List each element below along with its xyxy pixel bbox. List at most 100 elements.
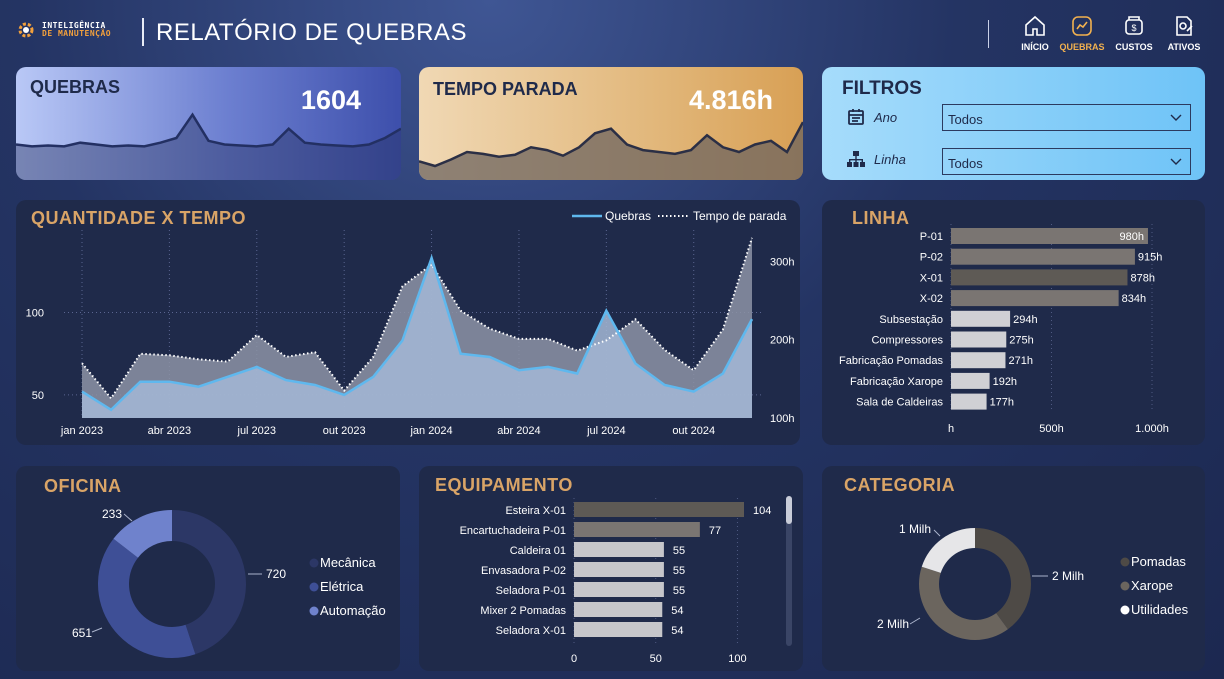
categoria-legend-label: Utilidades xyxy=(1131,602,1189,617)
equipamento-bar xyxy=(574,582,664,597)
oficina-legend-label: Mecânica xyxy=(320,555,376,570)
oficina-slice xyxy=(172,510,247,655)
nav-ativos[interactable]: ATIVOS xyxy=(1160,14,1208,52)
equipamento-value-label: 54 xyxy=(671,625,683,637)
linha-value-label: 177h xyxy=(990,397,1014,409)
linha-value-label: 915h xyxy=(1138,252,1162,264)
linha-bar xyxy=(951,269,1128,286)
gear-logo-icon xyxy=(18,22,34,38)
oficina-legend-label: Elétrica xyxy=(320,579,364,594)
equipamento-bar xyxy=(574,562,664,577)
legend-tempo-label: Tempo de parada xyxy=(693,209,787,223)
categoria-card: CATEGORIA 2 Milh 2 Milh 1 Milh Pomadas Xarop… xyxy=(822,466,1205,671)
linha-category-label: Fabricação Xarope xyxy=(850,376,943,388)
nav-inicio[interactable]: INÍCIO xyxy=(1011,14,1059,52)
oficina-title: OFICINA xyxy=(44,476,122,496)
sparkline-area xyxy=(419,122,803,180)
trend-chart-icon xyxy=(1072,16,1092,36)
kpi-tempo-sparkline xyxy=(419,121,803,180)
logo-line1: INTELIGÊNCIA xyxy=(42,21,106,30)
oficina-card: OFICINA 720 651 233 Mecânica Elétrica Automaç… xyxy=(16,466,400,671)
oficina-leader xyxy=(123,513,133,522)
linha-value-label: 271h xyxy=(1008,355,1032,367)
quebras-area xyxy=(82,258,752,418)
page-title: RELATÓRIO DE QUEBRAS xyxy=(156,19,467,46)
chevron-down-icon xyxy=(1170,114,1182,121)
equipamento-title: EQUIPAMENTO xyxy=(435,475,573,495)
equipamento-card: EQUIPAMENTO Esteira X-01 104 Encartuchadei… xyxy=(419,466,803,671)
filter-linha-select[interactable]: Todos xyxy=(942,148,1191,175)
x-tick-label: abr 2023 xyxy=(148,425,191,437)
linha-value-label: 192h xyxy=(993,376,1017,388)
equipamento-bar xyxy=(574,522,700,537)
x-tick-label: 50 xyxy=(650,653,662,665)
y-right-tick-label: 200h xyxy=(770,335,794,347)
nav-custos[interactable]: $ CUSTOS xyxy=(1110,14,1158,52)
nav-inicio-label: INÍCIO xyxy=(1021,42,1049,52)
linha-category-label: Fabricação Pomadas xyxy=(839,355,943,367)
equipamento-chart: Esteira X-01 104 Encartuchadeira P-01 77 Cal… xyxy=(460,496,792,665)
quantidade-tempo-title: QUANTIDADE X TEMPO xyxy=(31,208,247,228)
oficina-leader xyxy=(91,627,103,633)
filter-ano-select[interactable]: Todos xyxy=(942,104,1191,131)
equipamento-category-label: Encartuchadeira P-01 xyxy=(460,525,566,537)
filter-linha-label: Linha xyxy=(846,149,906,169)
linha-bar xyxy=(951,352,1006,369)
categoria-value-label: 1 Milh xyxy=(899,522,931,536)
y-right-tick-label: 100h xyxy=(770,413,794,425)
nav-quebras[interactable]: QUEBRAS xyxy=(1058,14,1106,52)
oficina-value-label: 651 xyxy=(72,626,92,640)
linha-title: LINHA xyxy=(852,208,910,228)
equipamento-category-label: Envasadora P-02 xyxy=(481,565,566,577)
linha-category-label: Compressores xyxy=(871,335,943,347)
kpi-quebras-sparkline xyxy=(16,112,401,180)
linha-value-label: 275h xyxy=(1009,335,1033,347)
linha-bar xyxy=(951,393,987,410)
linha-bar xyxy=(951,228,1148,244)
calendar-icon xyxy=(848,109,864,125)
home-icon xyxy=(1025,15,1045,36)
y-left-tick-label: 100 xyxy=(26,307,44,319)
linha-category-label: P-01 xyxy=(920,231,943,243)
nav-quebras-label: QUEBRAS xyxy=(1059,42,1105,52)
linha-value-label: 294h xyxy=(1013,314,1037,326)
hierarchy-icon xyxy=(847,151,865,167)
equipamento-value-label: 54 xyxy=(671,605,683,617)
legend-quebras-label: Quebras xyxy=(605,209,651,223)
linha-chart: P-01 980h P-02 915h X-01 878h X-02 834h Subsesta… xyxy=(839,224,1169,435)
kpi-tempo-value: 4.816h xyxy=(688,85,773,115)
y-left-tick-label: 50 xyxy=(32,390,44,402)
quantidade-tempo-card: QUANTIDADE X TEMPO jan 2023 abr 2023 jul 2… xyxy=(16,200,800,445)
top-bar: INTELIGÊNCIA DE MANUTENÇÃO RELATÓRIO DE … xyxy=(0,0,1224,64)
equipamento-value-label: 55 xyxy=(673,585,685,597)
equipamento-bar xyxy=(574,602,663,617)
categoria-leader xyxy=(909,617,921,625)
linha-value-label: 834h xyxy=(1122,293,1146,305)
filters-title: FILTROS xyxy=(842,78,922,99)
kpi-tempo-label: TEMPO PARADA xyxy=(433,79,578,99)
equipamento-bar xyxy=(574,622,663,637)
oficina-legend-dot xyxy=(309,582,319,592)
linha-category-label: Sala de Caldeiras xyxy=(856,397,943,409)
logo-text: INTELIGÊNCIA DE MANUTENÇÃO xyxy=(42,22,111,38)
sparkline-area xyxy=(16,114,401,180)
filter-ano-value: Todos xyxy=(948,112,983,127)
x-tick-label: 100 xyxy=(728,653,746,665)
x-tick-label: jul 2023 xyxy=(237,425,277,437)
filters-panel: FILTROS Ano Todos Linha Todos xyxy=(822,67,1205,180)
sparkline-line xyxy=(419,121,803,168)
money-icon: $ xyxy=(1125,16,1143,35)
filter-ano-label: Ano xyxy=(846,107,897,127)
scrollbar-thumb xyxy=(786,496,792,524)
equipamento-value-label: 55 xyxy=(673,545,685,557)
quebras-series-line xyxy=(81,253,754,412)
settings-document-icon xyxy=(1176,16,1193,36)
equipamento-bar xyxy=(574,502,744,517)
categoria-leader xyxy=(933,529,941,537)
categoria-legend-label: Pomadas xyxy=(1131,554,1186,569)
x-tick-label: 1.000h xyxy=(1135,423,1169,435)
linha-value-label: 980h xyxy=(1119,231,1143,243)
linha-bar xyxy=(951,310,1011,327)
categoria-legend-dot xyxy=(1120,581,1130,591)
filter-linha-value: Todos xyxy=(948,156,983,171)
